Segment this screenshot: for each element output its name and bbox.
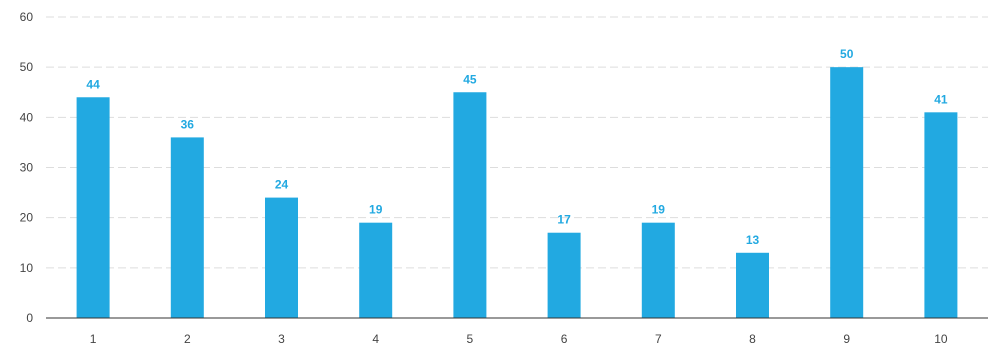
x-tick-label: 9 [843,332,850,346]
x-tick-label: 7 [655,332,662,346]
bar [453,92,487,318]
x-tick-label: 5 [467,332,474,346]
data-label: 24 [275,178,289,192]
y-axis: 0 10 20 30 40 50 60 [20,10,34,325]
data-label: 17 [557,213,571,227]
x-tick-label: 1 [90,332,97,346]
x-tick-label: 3 [278,332,285,346]
x-axis: 1 2 3 4 5 6 7 8 9 10 [46,317,988,346]
bar [547,232,581,318]
bars [76,67,958,319]
x-tick-label: 10 [934,332,948,346]
x-tick-label: 4 [372,332,379,346]
y-tick-label: 60 [20,10,34,24]
data-label: 19 [652,203,666,217]
bar [924,112,958,318]
x-tick-label: 6 [561,332,568,346]
data-label: 50 [840,47,854,61]
data-label: 13 [746,233,760,247]
bar [830,67,864,319]
y-tick-label: 10 [20,261,34,275]
y-tick-label: 40 [20,110,34,124]
data-labels: 44 36 24 19 45 17 19 13 50 41 [86,47,947,247]
bar [170,137,204,318]
bar [641,222,675,318]
data-label: 19 [369,203,383,217]
bar [359,222,393,318]
y-tick-label: 50 [20,60,34,74]
data-label: 45 [463,72,477,86]
bar [265,197,298,318]
y-tick-label: 0 [26,311,33,325]
data-label: 44 [86,77,100,91]
x-tick-label: 8 [749,332,756,346]
y-tick-label: 20 [20,211,34,225]
data-label: 36 [181,117,195,131]
data-label: 41 [934,92,948,106]
bar [76,97,110,319]
bar [736,252,769,318]
y-tick-label: 30 [20,161,34,175]
x-tick-label: 2 [184,332,191,346]
